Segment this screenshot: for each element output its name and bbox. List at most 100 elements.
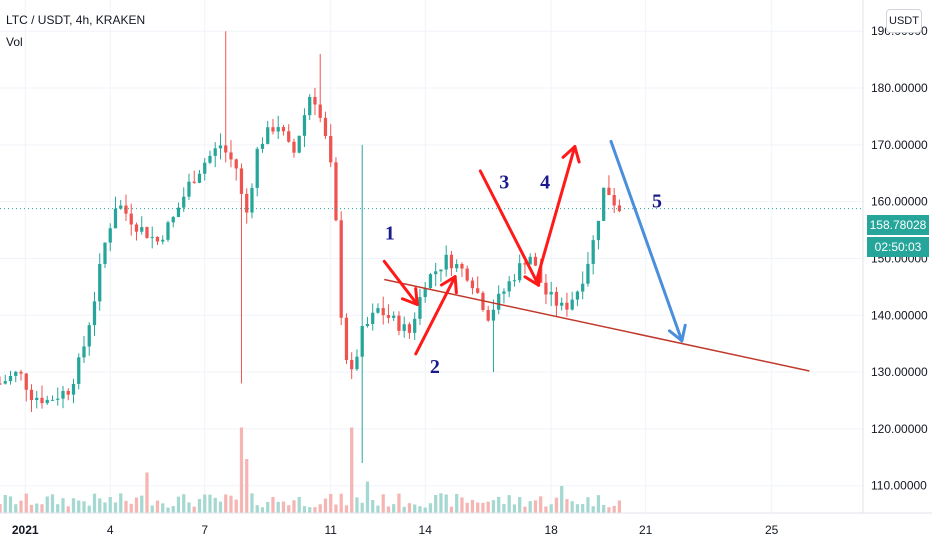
candle-body	[82, 346, 86, 358]
candle-body	[171, 217, 175, 223]
volume-bar	[486, 501, 490, 513]
candle-body	[71, 383, 76, 395]
volume-bar	[313, 507, 317, 513]
candle-body	[292, 141, 296, 153]
time-axis[interactable]: 2021 4 7 11 14 18 21 25	[12, 523, 779, 537]
volume-bar	[103, 502, 107, 513]
volume-bar	[271, 496, 275, 513]
candle-body	[418, 297, 422, 319]
volume-bar	[292, 500, 296, 513]
volume-bar	[297, 496, 301, 513]
volume-bar	[518, 497, 522, 513]
volume-bar	[40, 504, 44, 513]
candle-body	[371, 312, 375, 324]
candle-body	[61, 390, 65, 399]
volume-bar	[171, 506, 175, 513]
candle-body	[77, 357, 81, 384]
volume-bar	[224, 494, 228, 513]
candle-body	[528, 256, 532, 265]
price-tick-label: 140.00000	[871, 308, 928, 322]
candle-body	[197, 173, 202, 183]
volume-indicator-label[interactable]: Vol	[6, 35, 23, 49]
candle-body	[224, 145, 228, 153]
volume-bar	[66, 506, 70, 513]
candle-body	[103, 242, 107, 265]
volume-bar	[87, 505, 91, 513]
volume-bar	[434, 495, 438, 513]
time-tick-label: 25	[765, 523, 779, 537]
volume-bar	[439, 493, 443, 513]
volume-bar	[119, 493, 123, 513]
volume-bar	[617, 500, 622, 513]
candle-body	[476, 288, 480, 293]
candle-body	[602, 187, 606, 221]
volume-bar	[549, 504, 553, 513]
candle-body	[507, 281, 511, 292]
volume-bar	[449, 506, 454, 513]
candle-body	[591, 240, 595, 264]
candle-body	[271, 127, 275, 132]
volume-bar	[544, 506, 548, 513]
volume-bar	[302, 506, 307, 513]
candle-body	[255, 148, 259, 188]
volume-bar	[229, 495, 233, 513]
candle-body	[0, 383, 2, 385]
candle-body	[266, 127, 270, 144]
candle-body	[134, 224, 139, 232]
currency-button[interactable]: USDT	[886, 9, 922, 33]
volume-bar	[56, 504, 60, 513]
volume-bar	[318, 504, 322, 513]
candle-body	[434, 271, 438, 275]
volume-bar	[308, 507, 312, 513]
volume-bar	[481, 502, 485, 513]
candle-body	[413, 318, 417, 333]
candle-body	[560, 302, 564, 306]
volume-bar	[50, 494, 55, 513]
volume-bar	[239, 427, 244, 513]
time-tick-label: 18	[545, 523, 559, 537]
volume-bar	[323, 498, 328, 513]
wave-label: 4	[540, 172, 550, 194]
candle-body	[35, 397, 39, 401]
volume-bar	[255, 505, 259, 513]
volume-bar	[3, 494, 7, 513]
candle-body	[187, 181, 191, 197]
volume-bar	[24, 493, 28, 513]
volume-bar	[208, 494, 212, 513]
candle-body	[397, 315, 401, 331]
volume-bar	[512, 504, 517, 513]
candle-body	[313, 96, 317, 105]
volume-bar	[528, 501, 532, 513]
candle-body	[124, 205, 128, 214]
volume-bar	[565, 499, 569, 513]
candle-body	[250, 187, 254, 213]
volume-bar	[350, 427, 354, 513]
candle-body	[334, 162, 338, 221]
candle-body	[150, 236, 154, 238]
volume-bar	[381, 494, 385, 513]
candle-body	[486, 309, 490, 321]
time-tick-label: 11	[324, 523, 337, 537]
volume-bar	[29, 504, 34, 513]
candle-body	[575, 291, 580, 300]
candle-body	[161, 239, 165, 242]
candle-body	[24, 373, 28, 390]
candle-body	[308, 96, 312, 116]
candle-body	[287, 131, 291, 142]
price-tick-label: 170.00000	[871, 138, 928, 152]
price-axis[interactable]: 110.00000120.00000130.00000140.00000150.…	[871, 24, 928, 492]
candle-body	[14, 371, 18, 376]
volume-bar	[35, 503, 39, 513]
candle-body	[439, 269, 443, 272]
volume-bar	[539, 496, 543, 513]
red-arrow-head	[573, 145, 581, 164]
candle-body	[360, 326, 364, 357]
volume-bar	[166, 507, 170, 513]
candle-body	[239, 168, 244, 194]
volume-bar	[98, 498, 102, 513]
volume-bar	[266, 501, 270, 513]
volume-bar	[470, 499, 475, 513]
candle-body	[428, 274, 433, 289]
volume-bar	[339, 493, 343, 513]
